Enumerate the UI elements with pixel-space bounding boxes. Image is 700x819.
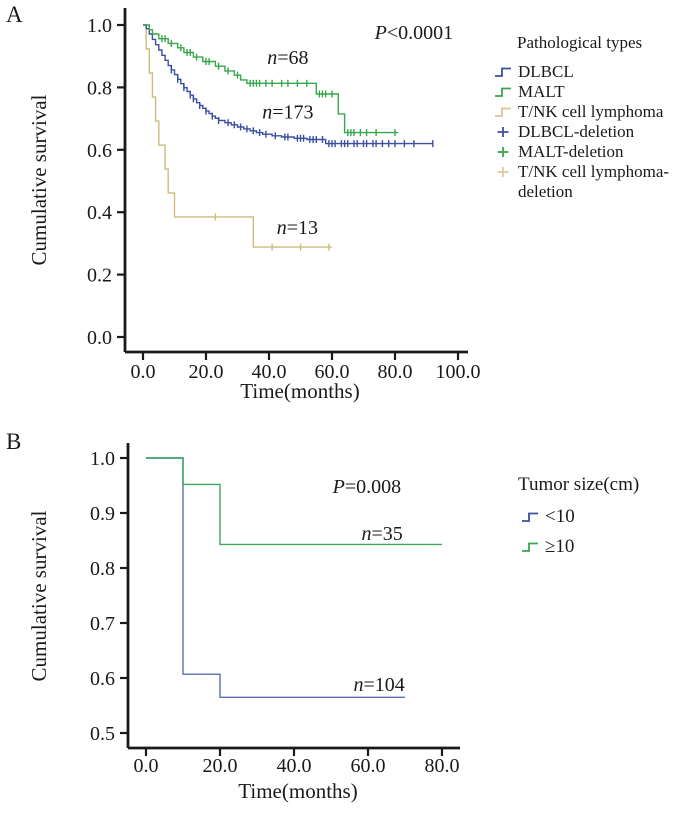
svg-text:1.0: 1.0 bbox=[87, 15, 112, 37]
svg-text:60.0: 60.0 bbox=[351, 755, 386, 777]
legend-pathological-types: Pathological types DLBCL MALT T/NK cell ly… bbox=[493, 33, 693, 202]
legend-tumor-size: Tumor size(cm) <10 ≥10 bbox=[493, 474, 693, 562]
svg-text:60.0: 60.0 bbox=[315, 361, 350, 383]
panel-b-survival-chart: 0.5 0.6 0.7 0.8 0.9 1.0 0.0 20.0 40.0 60.0 80.0 Tim… bbox=[27, 443, 460, 803]
plus-marker-icon bbox=[497, 167, 509, 177]
panel-a-label: A bbox=[6, 2, 23, 27]
step-line-icon bbox=[495, 67, 511, 77]
svg-text:0.5: 0.5 bbox=[90, 723, 115, 745]
svg-text:n=68: n=68 bbox=[267, 47, 308, 69]
legend-item: <10 bbox=[520, 502, 693, 532]
svg-text:0.0: 0.0 bbox=[131, 361, 156, 383]
legend-item: MALT bbox=[493, 82, 693, 102]
legend-items: <10 ≥10 bbox=[493, 502, 693, 562]
svg-text:n=104: n=104 bbox=[353, 674, 404, 696]
step-line-icon bbox=[522, 512, 538, 522]
svg-text:n=173: n=173 bbox=[262, 102, 313, 124]
step-line-icon bbox=[522, 542, 538, 552]
legend-title: Pathological types bbox=[517, 33, 643, 52]
step-line-icon bbox=[495, 87, 511, 97]
legend-item: ≥10 bbox=[520, 532, 693, 562]
svg-text:0.0: 0.0 bbox=[134, 755, 159, 777]
legend-item-label: MALT-deletion bbox=[518, 142, 624, 161]
svg-text:0.8: 0.8 bbox=[90, 558, 115, 580]
legend-item: T/NK cell lymphoma-deletion bbox=[493, 162, 693, 202]
panel-b-label: B bbox=[6, 429, 22, 454]
svg-text:1.0: 1.0 bbox=[90, 448, 115, 470]
svg-text:0.7: 0.7 bbox=[90, 613, 115, 635]
svg-text:n=35: n=35 bbox=[361, 523, 402, 545]
svg-text:100.0: 100.0 bbox=[436, 361, 481, 383]
svg-text:Time(months): Time(months) bbox=[240, 379, 359, 403]
svg-text:n=13: n=13 bbox=[277, 217, 318, 239]
svg-text:Cumulative survival: Cumulative survival bbox=[27, 94, 51, 265]
legend-item-label: DLBCL-deletion bbox=[518, 122, 635, 141]
legend-title: Tumor size(cm) bbox=[518, 474, 640, 495]
step-line-icon bbox=[495, 107, 511, 117]
svg-text:Cumulative survival: Cumulative survival bbox=[27, 510, 51, 681]
svg-text:Time(months): Time(months) bbox=[238, 779, 357, 803]
legend-item: MALT-deletion bbox=[493, 142, 693, 162]
panel-a-survival-chart: 0.0 0.2 0.4 0.6 0.8 1.0 0.0 20.0 40.0 60.0 80.0 100… bbox=[27, 8, 481, 403]
legend-item-label: DLBCL bbox=[518, 62, 574, 81]
plus-marker-icon bbox=[497, 127, 509, 137]
legend-items: DLBCL MALT T/NK cell lymphoma DLBCL-deletio… bbox=[493, 62, 693, 202]
legend-item: DLBCL-deletion bbox=[493, 122, 693, 142]
legend-item: T/NK cell lymphoma bbox=[493, 102, 693, 122]
svg-text:0.2: 0.2 bbox=[87, 265, 112, 287]
svg-text:40.0: 40.0 bbox=[277, 755, 312, 777]
svg-text:0.6: 0.6 bbox=[87, 140, 112, 162]
legend-item: DLBCL bbox=[493, 62, 693, 82]
legend-item-label: <10 bbox=[545, 506, 575, 527]
svg-text:0.9: 0.9 bbox=[90, 503, 115, 525]
svg-text:0.0: 0.0 bbox=[87, 327, 112, 349]
legend-item-label: T/NK cell lymphoma-deletion bbox=[518, 162, 670, 201]
legend-item-label: T/NK cell lymphoma bbox=[518, 102, 664, 121]
svg-text:80.0: 80.0 bbox=[425, 755, 460, 777]
plus-marker-icon bbox=[497, 147, 509, 157]
svg-text:20.0: 20.0 bbox=[189, 361, 224, 383]
legend-item-label: MALT bbox=[518, 82, 565, 101]
svg-text:P=0.008: P=0.008 bbox=[332, 476, 402, 498]
svg-text:20.0: 20.0 bbox=[203, 755, 238, 777]
svg-text:P<0.0001: P<0.0001 bbox=[374, 22, 454, 44]
svg-text:0.8: 0.8 bbox=[87, 77, 112, 99]
svg-text:0.6: 0.6 bbox=[90, 668, 115, 690]
legend-item-label: ≥10 bbox=[545, 536, 575, 557]
svg-text:40.0: 40.0 bbox=[252, 361, 287, 383]
svg-text:0.4: 0.4 bbox=[87, 202, 112, 224]
svg-text:80.0: 80.0 bbox=[378, 361, 413, 383]
